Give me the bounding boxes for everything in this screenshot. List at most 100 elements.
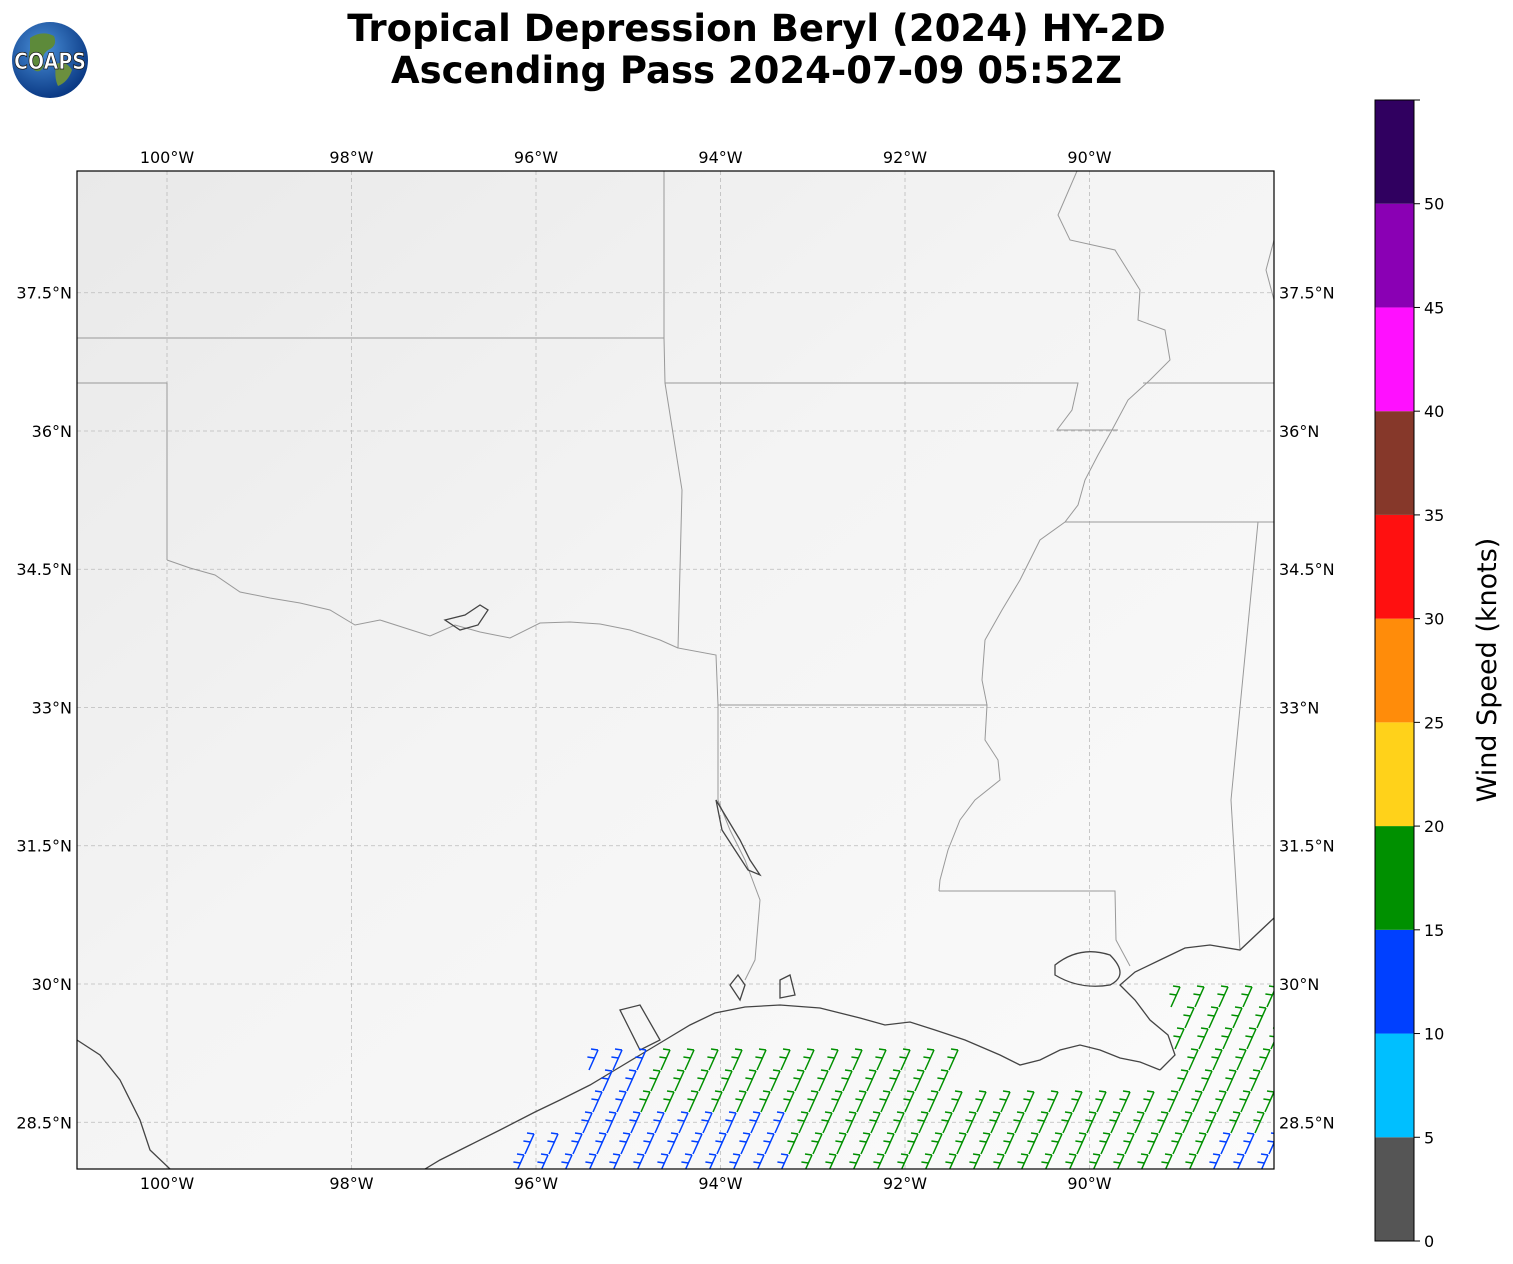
wind-barb	[869, 1111, 881, 1134]
graticule	[77, 171, 1274, 1169]
wind-barb	[749, 1111, 761, 1134]
wind-barb	[975, 1090, 987, 1113]
wind-barb	[707, 1048, 719, 1071]
wind-barb	[587, 1048, 599, 1071]
wind-barb	[797, 1111, 809, 1134]
svg-text:COAPS: COAPS	[14, 50, 86, 75]
colorbar-segment	[1375, 1033, 1414, 1138]
wind-barb	[763, 1132, 775, 1155]
colorbar-tick-label: 5	[1424, 1128, 1434, 1147]
wind-barb	[1211, 1048, 1223, 1071]
lon-label-top: 96°W	[514, 148, 558, 167]
wind-barb	[697, 1069, 709, 1092]
wind-barb	[941, 1111, 953, 1134]
wind-barb	[739, 1132, 751, 1155]
wind-barb	[633, 1153, 645, 1169]
wind-barb	[859, 1132, 871, 1155]
wind-barbs	[513, 985, 1274, 1169]
wind-barb	[659, 1048, 671, 1071]
wind-barb	[1027, 1132, 1039, 1155]
wind-barb	[927, 1090, 939, 1113]
wind-barb	[1221, 1027, 1233, 1050]
wind-barb	[1041, 1153, 1053, 1169]
wind-barb	[1167, 1090, 1179, 1113]
wind-barb	[835, 1132, 847, 1155]
lat-label-left: 37.5°N	[16, 284, 72, 303]
wind-barb	[1109, 1111, 1121, 1134]
land-borders	[77, 171, 1274, 981]
sabine-river	[717, 799, 761, 981]
colorbar-frame	[1374, 99, 1415, 1242]
red-river-border	[166, 559, 679, 649]
map-frame	[76, 170, 1275, 1170]
wind-barb	[643, 1132, 655, 1155]
colorbar: 0 5 10 15 20 25 30 35 40 45 50	[1374, 99, 1444, 1251]
map-background	[77, 171, 1274, 1169]
lat-label-right: 30°N	[1279, 975, 1319, 994]
wind-barb	[773, 1111, 785, 1134]
wind-barb	[1187, 1048, 1199, 1071]
wind-barb	[1219, 1132, 1231, 1155]
wind-barb	[683, 1048, 695, 1071]
wind-barb	[595, 1132, 607, 1155]
lat-label-left: 30°N	[32, 975, 72, 994]
wind-barb	[841, 1069, 853, 1092]
lat-label-right: 36°N	[1279, 422, 1319, 441]
wind-barb	[1263, 1090, 1274, 1113]
lat-label-left: 34.5°N	[16, 560, 72, 579]
wind-barb	[1245, 1027, 1257, 1050]
wind-barb	[629, 1111, 641, 1134]
colorbar-segment	[1375, 929, 1414, 1034]
wind-barb	[1239, 1090, 1251, 1113]
wind-barb	[537, 1153, 549, 1169]
lat-label-left: 31.5°N	[16, 837, 72, 856]
gulf-coast	[424, 1004, 1161, 1169]
wind-barb	[1013, 1111, 1025, 1134]
wind-barb	[965, 1111, 977, 1134]
lat-label-right: 34.5°N	[1279, 560, 1335, 579]
wind-barb	[811, 1132, 823, 1155]
wind-barb	[1177, 1069, 1189, 1092]
wind-barb	[779, 1048, 791, 1071]
wind-barb	[1181, 1111, 1193, 1134]
lon-label-bottom: 98°W	[329, 1174, 373, 1193]
river-border	[938, 171, 1171, 892]
toledo-bend	[715, 799, 762, 877]
colorbar-segment	[1375, 618, 1414, 723]
colorbar-segment	[1375, 826, 1414, 930]
wind-barb	[1265, 985, 1274, 1008]
wind-barb	[1037, 1111, 1049, 1134]
wind-barb	[893, 1111, 905, 1134]
wind-barb	[513, 1153, 525, 1169]
lat-label-right: 31.5°N	[1279, 837, 1335, 856]
lake-texoma	[443, 604, 489, 631]
wind-barb	[1191, 1090, 1203, 1113]
wind-barb	[947, 1048, 959, 1071]
state-border	[77, 382, 168, 560]
wind-barb	[855, 1090, 867, 1113]
lon-label-bottom: 100°W	[140, 1174, 195, 1193]
colorbar-tick-label: 35	[1424, 506, 1444, 525]
state-border	[1230, 521, 1259, 951]
wind-barb	[1095, 1090, 1107, 1113]
wind-barb	[913, 1069, 925, 1092]
wind-barb	[1257, 1153, 1269, 1169]
wind-barb	[831, 1090, 843, 1113]
wind-barb	[1143, 1090, 1155, 1113]
wind-barb	[873, 1153, 885, 1169]
wind-barb	[639, 1090, 651, 1113]
wind-barb	[783, 1090, 795, 1113]
wind-barb	[1233, 1153, 1245, 1169]
wind-barb	[605, 1111, 617, 1134]
river-border	[1265, 239, 1274, 301]
wind-barb	[1065, 1153, 1077, 1169]
wind-barb	[677, 1111, 689, 1134]
colorbar-tick-label: 40	[1424, 402, 1444, 421]
colorbar-segment	[1375, 203, 1414, 308]
lake-pontchartrain	[1054, 951, 1121, 987]
lat-label-right: 28.5°N	[1279, 1113, 1335, 1132]
lon-label-bottom: 96°W	[514, 1174, 558, 1193]
wind-barb	[615, 1090, 627, 1113]
wind-barb	[667, 1132, 679, 1155]
wind-barb	[581, 1111, 593, 1134]
